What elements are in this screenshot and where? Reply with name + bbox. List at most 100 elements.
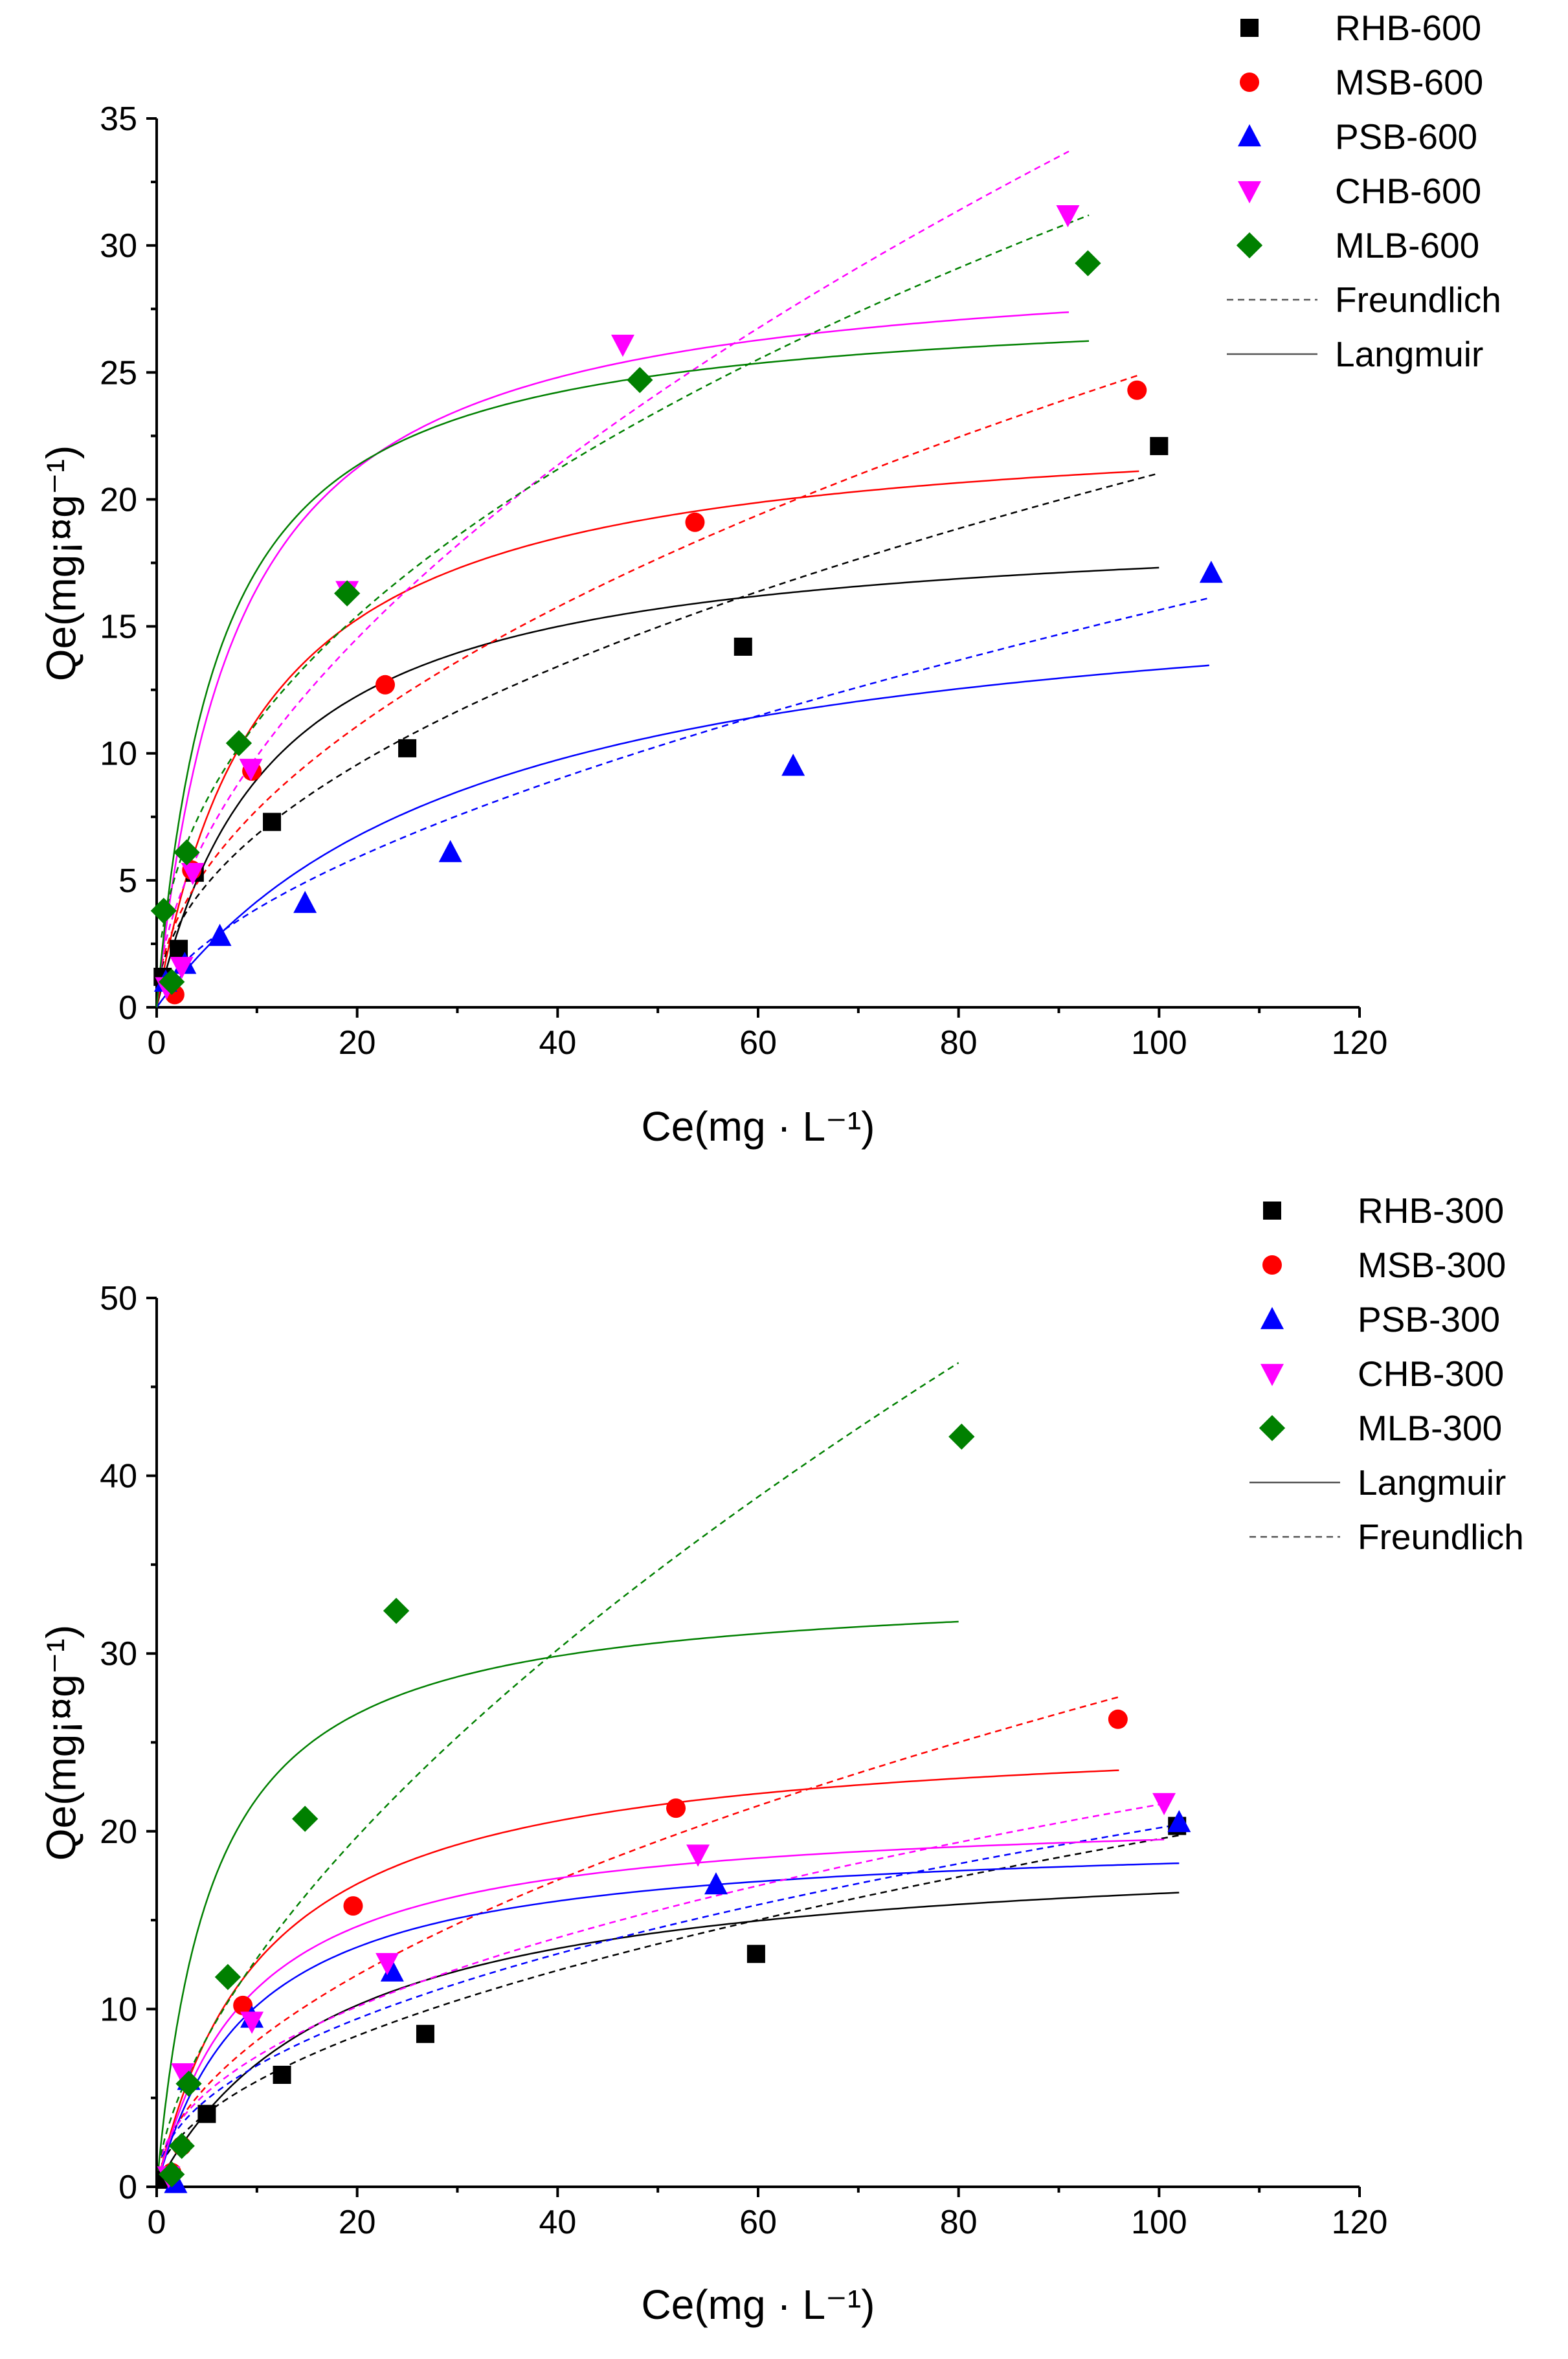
data-point	[150, 897, 177, 924]
x-tick-label: 80	[940, 2204, 978, 2241]
y-axis-title: Qe(mg¡¤g⁻¹)	[38, 445, 84, 682]
x-tick-label: 100	[1131, 1024, 1187, 1062]
y-tick-label: 30	[100, 227, 137, 265]
y-axis-title: Qe(mg¡¤g⁻¹)	[38, 1625, 84, 1861]
x-tick-label: 20	[339, 1024, 376, 1062]
x-tick-label: 80	[940, 1024, 978, 1062]
legend-marker	[1260, 1306, 1284, 1330]
data-point	[375, 675, 396, 695]
y-tick-label: 20	[100, 1813, 137, 1851]
y-tick-label: 35	[100, 100, 137, 138]
data-point	[343, 1896, 363, 1916]
data-point	[781, 754, 805, 776]
data-point	[239, 759, 263, 781]
data-point	[181, 862, 205, 886]
legend-marker	[1236, 232, 1263, 259]
y-tick-label: 0	[118, 2169, 137, 2206]
data-point	[263, 812, 282, 831]
data-point	[170, 957, 194, 979]
data-point	[734, 637, 752, 656]
x-axis-title: Ce(mg · L⁻¹)	[642, 1103, 875, 1150]
data-point	[175, 2070, 202, 2097]
legend-marker	[1240, 73, 1259, 92]
data-point	[438, 840, 462, 862]
legend-label: CHB-300	[1358, 1354, 1504, 1394]
x-tick-label: 40	[539, 1024, 576, 1062]
legend-marker	[1238, 181, 1261, 204]
data-point	[375, 1952, 399, 1976]
x-axis-title: Ce(mg · L⁻¹)	[642, 2281, 875, 2328]
legend-label: PSB-300	[1358, 1299, 1500, 1339]
x-tick-label: 20	[339, 2204, 376, 2241]
chart-600-isotherms: 0 20 40 60 80 100 120 0 5 10 15 20 25 30 35 Ce(mg · L⁻¹…	[38, 8, 1501, 1150]
legend-label: Langmuir	[1335, 334, 1483, 374]
data-point	[380, 1959, 404, 1982]
legend-marker	[1240, 19, 1259, 37]
legend-label: CHB-600	[1335, 171, 1481, 211]
langmuir-fit-line	[155, 1839, 1165, 2187]
langmuir-fit-line	[155, 470, 1139, 1008]
x-tick-label: 60	[739, 1024, 777, 1062]
y-tick-label: 5	[118, 862, 137, 900]
langmuir-fit-line	[155, 1769, 1119, 2187]
data-point	[225, 730, 252, 757]
langmuir-fit-line	[155, 1892, 1180, 2187]
x-tick-label: 120	[1332, 2204, 1388, 2241]
y-tick-label: 30	[100, 1635, 137, 1673]
y-tick-label: 25	[100, 354, 137, 392]
freundlich-fit-line	[161, 1824, 1180, 2158]
langmuir-fit-line	[155, 664, 1209, 1008]
data-point	[383, 1598, 410, 1624]
data-point	[1167, 1809, 1191, 1833]
data-point	[291, 1806, 319, 1832]
data-point	[159, 968, 185, 995]
data-point	[240, 2011, 264, 2034]
x-tick-label: 0	[148, 2204, 166, 2241]
legend-label: RHB-300	[1358, 1191, 1504, 1231]
data-point	[686, 1844, 710, 1867]
y-tick-label: 50	[100, 1280, 137, 1317]
langmuir-fit-line	[155, 1862, 1180, 2187]
y-tick-label: 20	[100, 481, 137, 519]
legend-marker	[1259, 1414, 1286, 1442]
data-point	[233, 1995, 253, 2015]
data-point	[293, 891, 317, 913]
data-point	[1056, 205, 1080, 228]
data-point	[171, 2063, 195, 2086]
freundlich-fit-line	[159, 1362, 959, 2156]
data-point	[1108, 1709, 1128, 1729]
data-point	[948, 1424, 975, 1450]
legend-label: Freundlich	[1335, 280, 1501, 320]
y-tick-label: 10	[100, 1991, 137, 2028]
freundlich-fit-line	[160, 214, 1090, 938]
data-point	[273, 2066, 291, 2085]
data-point	[1199, 561, 1223, 583]
data-point	[1152, 1793, 1176, 1815]
freundlich-fit-line	[161, 374, 1139, 965]
data-point	[1150, 437, 1169, 456]
langmuir-fit-line	[155, 566, 1159, 1008]
legend-marker	[1238, 124, 1261, 147]
data-point	[610, 335, 634, 357]
data-point	[168, 2132, 195, 2160]
legend-label: RHB-600	[1335, 8, 1481, 48]
y-tick-label: 15	[100, 609, 137, 646]
data-point	[666, 1798, 686, 1818]
data-point	[627, 366, 653, 394]
legend-label: MLB-600	[1335, 225, 1479, 265]
data-point	[685, 512, 705, 532]
legend-marker	[1262, 1255, 1282, 1275]
legend-label: Langmuir	[1358, 1462, 1506, 1503]
data-point	[398, 739, 417, 757]
data-point	[704, 1872, 728, 1895]
data-point	[214, 1963, 241, 1991]
chart-300-isotherms: 0 20 40 60 80 100 120 0 10 20 30 40 50 Ce(mg · L⁻¹) Qe…	[38, 1191, 1523, 2328]
freundlich-fit-line	[161, 1802, 1165, 2155]
legend-label: MLB-300	[1358, 1408, 1502, 1448]
freundlich-fit-line	[160, 150, 1070, 963]
x-tick-label: 60	[739, 2204, 777, 2241]
data-point	[746, 1945, 765, 1963]
data-point	[197, 2105, 216, 2123]
x-tick-label: 120	[1332, 1024, 1388, 1062]
y-tick-label: 10	[100, 735, 137, 773]
